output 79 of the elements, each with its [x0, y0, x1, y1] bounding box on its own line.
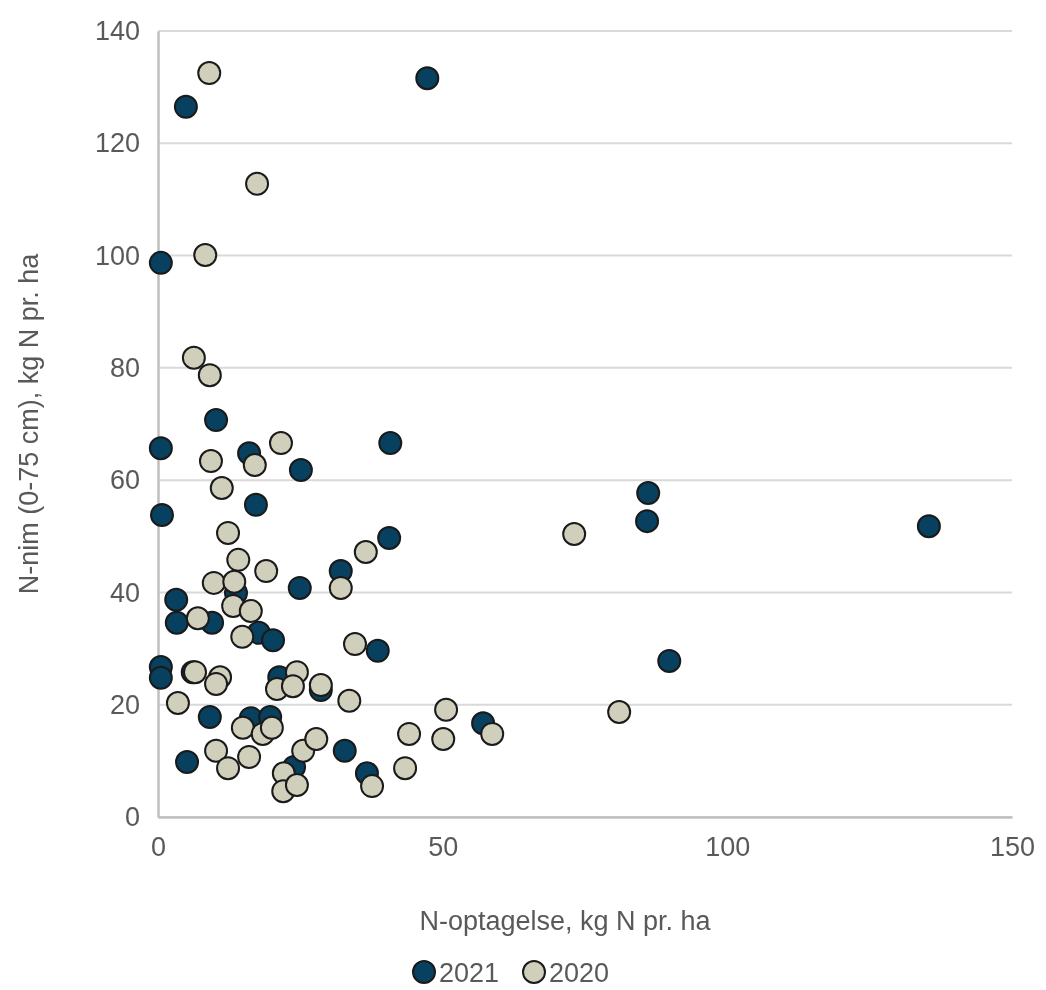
point: [288, 458, 313, 483]
y-tick-label: 100: [94, 240, 140, 271]
point: [916, 514, 941, 539]
point: [204, 671, 229, 696]
point: [148, 436, 173, 461]
point: [243, 492, 268, 517]
point: [230, 715, 255, 740]
point: [434, 697, 459, 722]
point: [237, 744, 262, 769]
point: [173, 94, 198, 119]
point: [304, 726, 329, 751]
x-tick-label: 150: [989, 832, 1036, 863]
point: [360, 774, 385, 799]
point: [378, 431, 403, 456]
point: [242, 453, 267, 477]
x-tick-label: 100: [705, 832, 751, 863]
point: [197, 61, 222, 86]
point: [636, 481, 661, 506]
x-tick-label: 0: [150, 832, 167, 863]
point: [165, 691, 190, 716]
point: [226, 547, 251, 572]
point: [216, 520, 241, 545]
point: [635, 509, 660, 534]
point: [353, 540, 378, 564]
point: [342, 632, 367, 657]
y-tick-label: 60: [109, 465, 140, 496]
point: [238, 598, 263, 623]
point: [216, 756, 241, 781]
y-tick-label: 40: [109, 577, 140, 608]
x-tick-label: 50: [428, 832, 459, 863]
point: [209, 476, 234, 500]
point: [201, 570, 226, 595]
point: [222, 569, 247, 594]
point: [259, 715, 284, 740]
point: [480, 721, 505, 746]
point: [197, 705, 222, 730]
point: [657, 648, 682, 673]
point: [230, 624, 255, 649]
point: [245, 171, 270, 196]
point: [148, 250, 173, 275]
point: [204, 738, 229, 763]
legend-label: 2020: [549, 958, 610, 988]
point: [328, 575, 353, 600]
point: [287, 575, 312, 600]
point: [175, 750, 200, 774]
point: [198, 449, 223, 474]
point: [148, 665, 173, 690]
point: [332, 738, 357, 763]
point: [164, 610, 189, 635]
point: [268, 431, 293, 456]
point: [254, 559, 279, 584]
point: [308, 673, 333, 698]
point: [431, 726, 456, 751]
point: [397, 721, 422, 746]
point: [377, 525, 402, 550]
point: [197, 363, 222, 388]
point: [149, 502, 174, 527]
point: [164, 587, 189, 612]
y-axis-title: N-nim (0-75 cm), kg N pr. ha: [14, 252, 44, 595]
y-tick-label: 0: [124, 802, 140, 833]
point: [204, 408, 229, 433]
point: [193, 243, 218, 267]
legend-label: 2021: [439, 958, 500, 988]
point: [415, 66, 440, 91]
point: [365, 638, 390, 663]
y-tick-label: 140: [94, 16, 140, 47]
point: [181, 345, 206, 370]
y-tick-label: 20: [109, 689, 140, 720]
x-axis-title: N-optagelse, kg N pr. ha: [419, 906, 712, 936]
y-tick-label: 80: [109, 353, 140, 383]
point: [185, 606, 210, 631]
point: [562, 522, 587, 547]
point: [280, 674, 305, 699]
point: [261, 628, 286, 653]
y-tick-label: 120: [94, 128, 140, 159]
point: [284, 773, 309, 797]
point: [337, 688, 362, 713]
point: [393, 756, 418, 781]
point: [607, 700, 632, 724]
